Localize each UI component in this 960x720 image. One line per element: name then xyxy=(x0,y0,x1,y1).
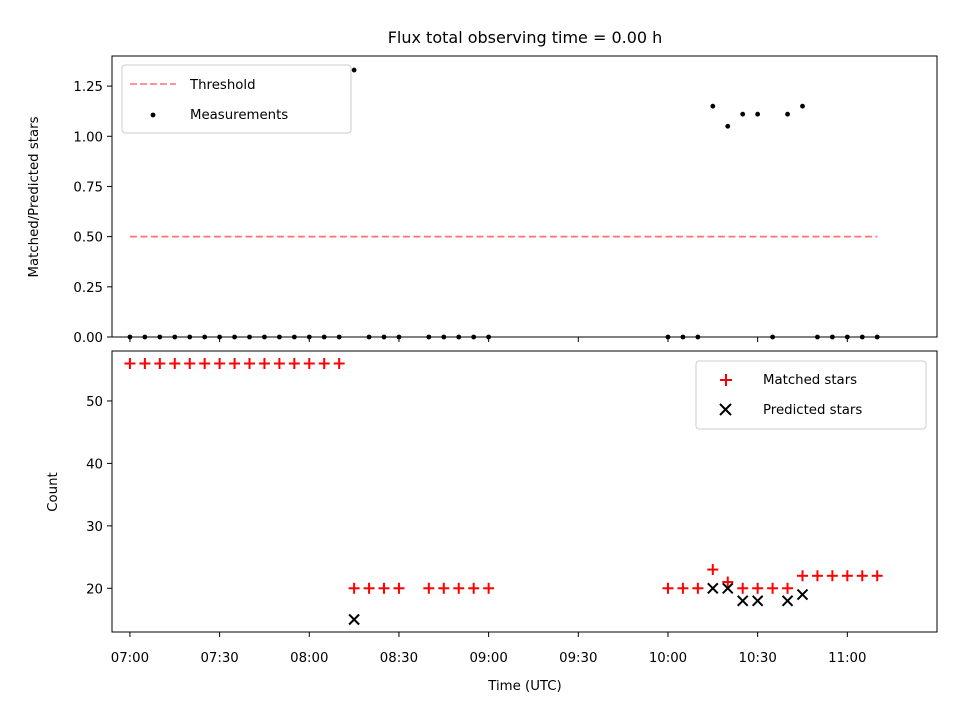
bottom-x-tick-label: 10:30 xyxy=(738,651,776,666)
legend-measurements-label: Measurements xyxy=(190,108,288,123)
matched-star-marker xyxy=(811,570,823,582)
top-legend: Threshold Measurements xyxy=(121,64,352,134)
top-y-tick-label: 1.25 xyxy=(73,80,103,95)
top-y-tick-label: 1.00 xyxy=(73,130,103,145)
bottom-y-tick-label: 30 xyxy=(86,520,103,535)
legend-predicted-label: Predicted stars xyxy=(763,403,862,418)
matched-star-marker xyxy=(856,570,868,582)
bottom-y-tick-label: 20 xyxy=(86,582,103,597)
bottom-x-tick-label: 07:00 xyxy=(111,651,149,666)
matched-star-marker xyxy=(214,357,226,369)
bottom-x-tick-label: 07:30 xyxy=(200,651,238,666)
bottom-legend-box xyxy=(695,360,927,430)
measurement-point xyxy=(740,111,746,117)
top-y-tick-label: 0.75 xyxy=(73,180,103,195)
top-y-tick-label: 0.50 xyxy=(73,231,103,246)
matched-star-marker xyxy=(303,357,315,369)
bottom-x-tick-label: 10:00 xyxy=(649,651,687,666)
matched-star-marker xyxy=(752,582,764,594)
bottom-legend: Matched stars Predicted stars xyxy=(695,360,927,430)
legend-predicted-swatch xyxy=(719,403,732,416)
matched-star-marker xyxy=(273,357,285,369)
matched-star-marker xyxy=(767,582,779,594)
top-y-tick-label: 0.00 xyxy=(73,331,103,346)
legend-matched-swatch xyxy=(720,374,732,386)
matched-star-marker xyxy=(468,582,480,594)
measurement-point xyxy=(351,67,357,73)
top-x-ticks xyxy=(129,337,848,342)
matched-star-marker xyxy=(871,570,883,582)
matched-star-marker xyxy=(378,582,390,594)
predicted-star-marker xyxy=(751,595,764,607)
matched-star-marker xyxy=(677,582,689,594)
top-panel: 0.00 0.25 0.50 0.75 1.00 1.25 Matched/Predict… xyxy=(27,55,938,346)
bottom-x-tick-label: 09:00 xyxy=(469,651,507,666)
bottom-y-tick-label: 50 xyxy=(86,395,103,410)
bottom-axes-frame xyxy=(111,350,938,633)
matched-star-marker xyxy=(692,582,704,594)
matched-star-marker xyxy=(662,582,674,594)
matched-star-marker xyxy=(229,357,241,369)
bottom-x-tick-label: 08:00 xyxy=(290,651,328,666)
matched-star-marker xyxy=(826,570,838,582)
top-y-ticks: 0.00 0.25 0.50 0.75 1.00 1.25 xyxy=(73,80,112,346)
bottom-y-tick-label: 40 xyxy=(86,457,103,472)
matched-star-marker xyxy=(707,564,719,576)
bottom-marks xyxy=(124,357,883,626)
predicted-star-marker xyxy=(722,582,734,594)
matched-star-marker xyxy=(124,357,136,369)
predicted-star-marker xyxy=(796,588,809,601)
matched-star-marker xyxy=(169,357,181,369)
top-y-tick-label: 0.25 xyxy=(73,281,103,296)
matched-star-marker xyxy=(154,357,166,369)
measurement-point xyxy=(710,103,716,109)
matched-star-marker xyxy=(841,570,853,582)
matched-star-marker xyxy=(737,582,749,594)
bottom-x-ticks: 07:00 07:30 08:00 08:30 09:00 09:30 10:00 10:30… xyxy=(111,632,866,666)
bottom-y-ticks: 20 30 40 50 xyxy=(86,395,112,597)
measurement-point xyxy=(800,103,805,109)
predicted-star-marker xyxy=(348,613,360,626)
matched-star-marker xyxy=(318,357,330,369)
legend-measurements-swatch xyxy=(150,112,156,118)
matched-star-marker xyxy=(258,357,270,369)
matched-star-marker xyxy=(438,582,450,594)
top-axes-frame xyxy=(111,55,938,338)
predicted-star-marker xyxy=(707,582,719,594)
bottom-y-axis-label: Count xyxy=(46,472,61,512)
legend-matched-label: Matched stars xyxy=(763,373,857,388)
predicted-star-marker xyxy=(781,595,794,607)
matched-star-marker xyxy=(333,357,345,369)
measurement-point xyxy=(725,123,731,129)
predicted-star-marker xyxy=(736,595,749,607)
bottom-x-tick-label: 11:00 xyxy=(828,651,866,666)
matched-star-marker xyxy=(244,357,255,369)
bottom-x-axis-label: Time (UTC) xyxy=(487,679,562,694)
bottom-panel: 20 30 40 50 07:00 07:30 08:00 08:30 09:00 09:30 1… xyxy=(46,350,938,694)
bottom-x-tick-label: 09:30 xyxy=(559,651,597,666)
matched-star-marker xyxy=(782,582,794,594)
matched-star-marker xyxy=(348,582,360,594)
legend-threshold-label: Threshold xyxy=(189,78,256,93)
matched-star-marker xyxy=(363,582,375,594)
top-legend-box xyxy=(121,64,352,134)
matched-star-marker xyxy=(139,357,151,369)
measurement-point xyxy=(755,111,761,117)
matched-star-marker xyxy=(393,582,405,594)
matched-star-marker xyxy=(423,582,435,594)
top-y-axis-label: Matched/Predicted stars xyxy=(27,116,42,277)
matched-star-marker xyxy=(288,357,300,369)
matched-star-marker xyxy=(184,357,196,369)
matched-star-marker xyxy=(483,582,495,594)
matched-star-marker xyxy=(199,357,211,369)
bottom-x-tick-label: 08:30 xyxy=(380,651,418,666)
top-chart-title: Flux total observing time = 0.00 h xyxy=(388,28,663,47)
matched-star-marker xyxy=(796,570,808,582)
matched-star-marker xyxy=(722,576,734,588)
matched-star-marker xyxy=(453,582,465,594)
measurement-point xyxy=(785,111,790,117)
